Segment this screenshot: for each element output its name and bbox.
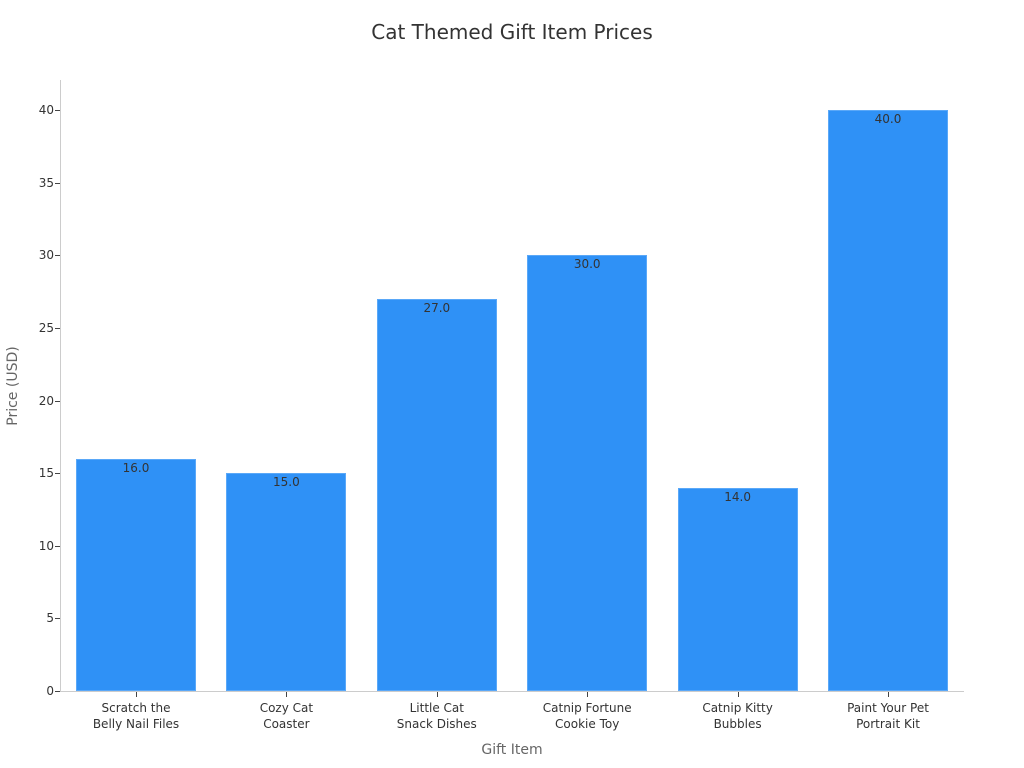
bar [828, 110, 948, 691]
bar-value-label: 27.0 [423, 300, 451, 315]
y-axis-label: Price (USD) [5, 346, 21, 426]
bar-value-label: 15.0 [273, 475, 300, 490]
y-tick [55, 255, 60, 257]
x-tick [136, 692, 137, 697]
bar [527, 255, 648, 691]
y-tick-label: 5 [46, 611, 54, 626]
x-tick-label: Catnip Fortune Cookie Toy [542, 701, 632, 731]
bar [376, 298, 497, 691]
y-tick-label: 40 [38, 103, 54, 117]
x-tick [587, 692, 589, 697]
x-tick [436, 692, 438, 697]
x-tick-label: Scratch the Belly Nail Files [92, 701, 180, 731]
y-tick [55, 618, 60, 620]
x-tick-label: Little Cat Snack Dishes [396, 701, 477, 731]
bar-value-label: 16.0 [122, 460, 150, 475]
y-tick [55, 691, 60, 692]
x-tick-label: Paint Your Pet Portrait Kit [847, 701, 929, 731]
bar [76, 458, 196, 691]
y-tick-label: 25 [38, 320, 54, 335]
x-axis-line [60, 691, 964, 692]
y-tick-label: 10 [38, 538, 54, 553]
x-tick [888, 692, 889, 697]
bar-value-label: 14.0 [724, 489, 751, 504]
bar [677, 487, 798, 691]
x-tick-label: Cozy Cat Coaster [259, 701, 314, 731]
bar-value-label: 40.0 [874, 112, 902, 126]
bar [226, 473, 347, 691]
bar-value-label: 30.0 [573, 257, 601, 272]
y-tick-label: 15 [38, 466, 54, 481]
x-axis-label: Gift Item [481, 742, 543, 758]
y-tick-label: 30 [38, 248, 54, 263]
y-axis-line [60, 80, 61, 692]
y-tick [55, 182, 60, 184]
y-tick-label: 0 [46, 684, 54, 698]
y-tick-label: 20 [38, 393, 54, 408]
y-tick [55, 110, 60, 111]
y-tick [55, 545, 60, 547]
chart-title: Cat Themed Gift Item Prices [371, 20, 653, 44]
x-tick [286, 692, 288, 697]
x-tick [737, 692, 739, 697]
y-tick [55, 473, 60, 475]
x-tick-label: Catnip Kitty Bubbles [702, 701, 773, 731]
y-tick [55, 400, 60, 402]
y-tick [55, 327, 60, 329]
y-tick-label: 35 [38, 175, 54, 190]
